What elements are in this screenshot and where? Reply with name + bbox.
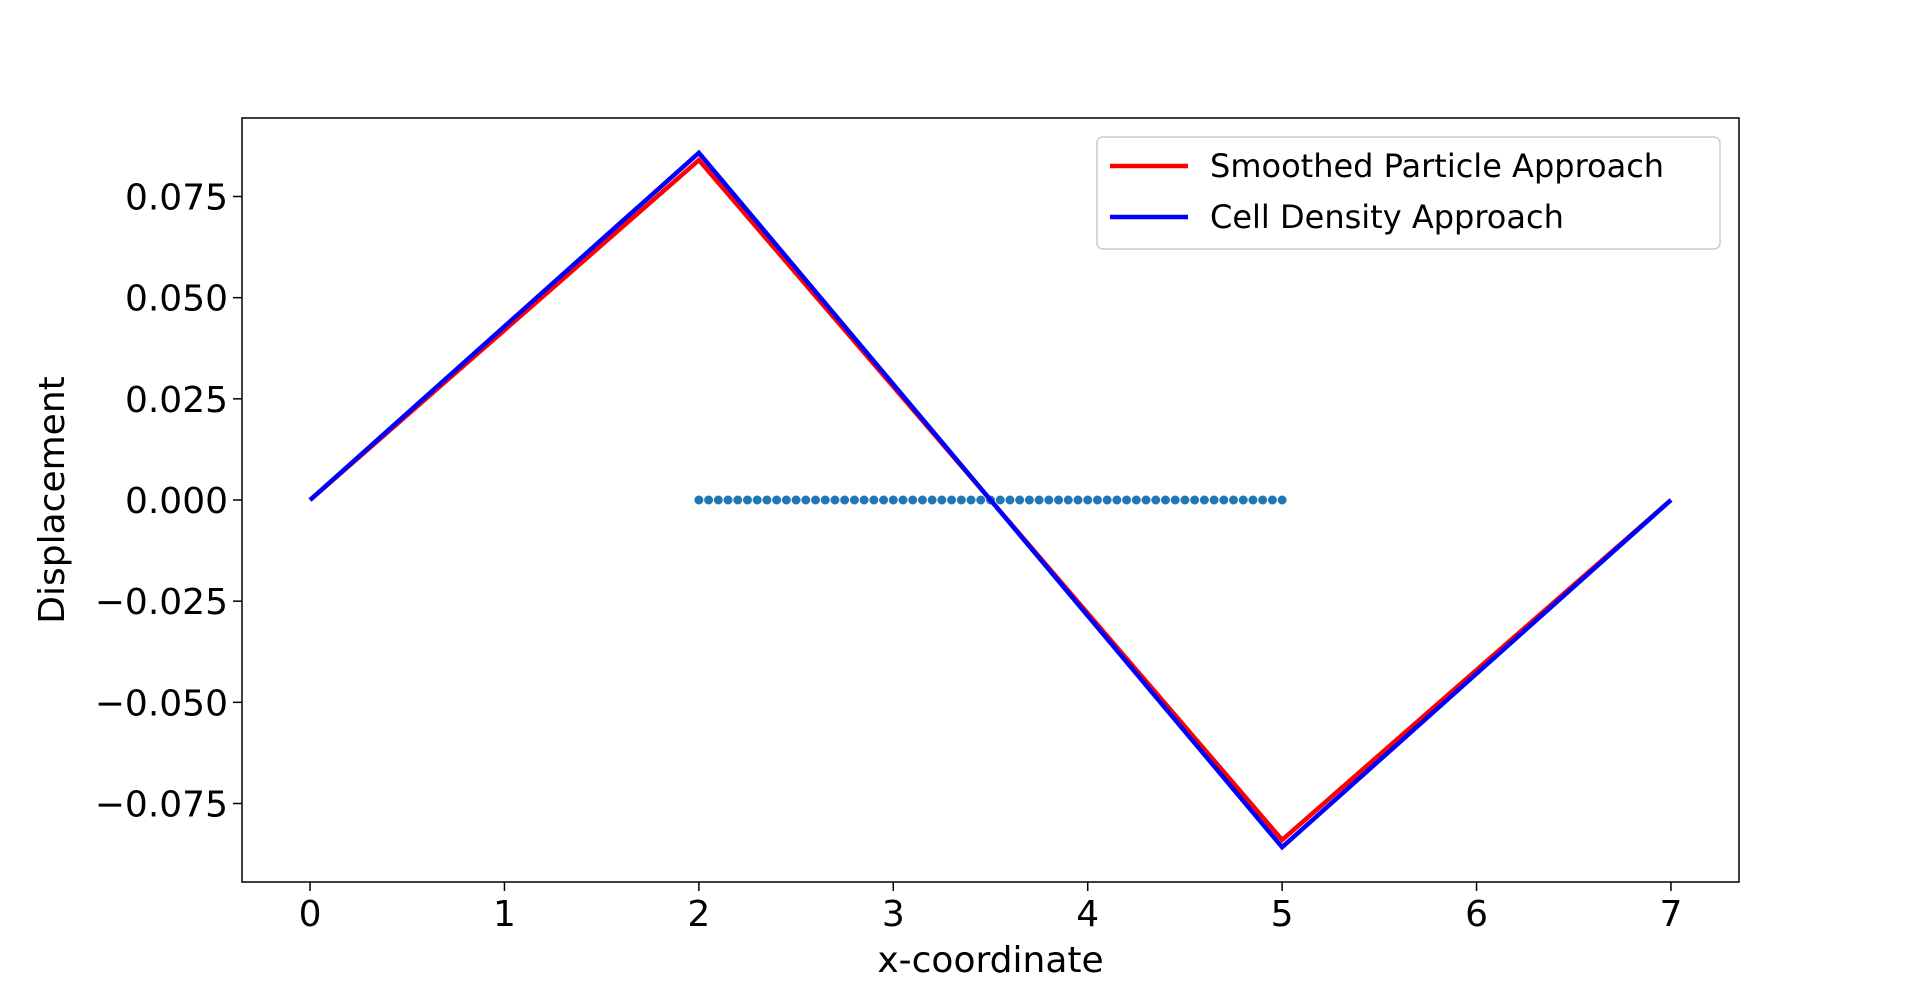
marker-point [1131,495,1141,505]
y-tick-label: −0.075 [95,784,228,825]
marker-point [976,495,986,505]
marker-point [723,495,733,505]
marker-point [694,495,704,505]
marker-point [849,495,859,505]
marker-point [820,495,830,505]
marker-point [956,495,966,505]
marker-point [781,495,791,505]
marker-point [1044,495,1054,505]
marker-point [1180,495,1190,505]
marker-point [1024,495,1034,505]
x-tick-label: 6 [1465,894,1488,935]
marker-point [1229,495,1239,505]
marker-point [1141,495,1151,505]
y-tick-label: 0.025 [125,380,228,421]
x-tick-label: 0 [299,894,322,935]
x-tick-label: 5 [1271,894,1294,935]
marker-point [1102,495,1112,505]
marker-point [1219,495,1229,505]
marker-point [1151,495,1161,505]
x-axis-title: x-coordinate [877,940,1103,981]
marker-point [752,495,762,505]
marker-point [947,495,957,505]
y-axis-title: Displacement [32,376,73,623]
marker-point [995,495,1005,505]
marker-point [1015,495,1025,505]
marker-point [791,495,801,505]
marker-point [1083,495,1093,505]
marker-point [801,495,811,505]
marker-point [966,495,976,505]
marker-point [1199,495,1209,505]
marker-point [1112,495,1122,505]
marker-point [762,495,772,505]
legend-label: Smoothed Particle Approach [1210,147,1664,185]
legend-box [1096,136,1721,250]
marker-point [859,495,869,505]
y-axis: 0.075 0.050 0.025 0.000 −0.025 −0.050 −0.075 [95,178,242,825]
marker-point [937,495,947,505]
marker-point [713,495,723,505]
series-line-1 [308,149,1673,851]
marker-point [1063,495,1073,505]
y-tick-label: −0.050 [95,683,228,724]
marker-point [1054,495,1064,505]
y-tick-label: −0.025 [95,582,228,623]
marker-point [1160,495,1170,505]
x-tick-label: 4 [1076,894,1099,935]
marker-point [1258,495,1268,505]
y-tick-label: 0.050 [125,279,228,320]
marker-point [830,495,840,505]
marker-point [1034,495,1044,505]
x-tick-label: 2 [687,894,710,935]
marker-point [1073,495,1083,505]
marker-point [733,495,743,505]
legend: Smoothed Particle Approach Cell Density A… [1096,136,1721,250]
marker-point [908,495,918,505]
marker-point [1267,495,1277,505]
line-series-group [308,149,1673,851]
y-tick-label: 0.075 [125,178,228,219]
marker-point [1238,495,1248,505]
marker-point [1190,495,1200,505]
marker-point [898,495,908,505]
marker-point [1277,495,1287,505]
y-tick-label: 0.000 [125,481,228,522]
marker-point [927,495,937,505]
x-tick-label: 3 [882,894,905,935]
x-axis: 0 1 2 3 4 5 6 7 [299,882,1683,935]
x-tick-label: 7 [1660,894,1683,935]
x-tick-label: 1 [493,894,516,935]
marker-point [1209,495,1219,505]
marker-point [840,495,850,505]
legend-label: Cell Density Approach [1210,198,1564,236]
marker-point [1092,495,1102,505]
marker-point [811,495,821,505]
marker-point [1248,495,1258,505]
marker-point [704,495,714,505]
marker-point [869,495,879,505]
marker-point [888,495,898,505]
marker-point [879,495,889,505]
marker-point [1122,495,1132,505]
marker-point [742,495,752,505]
marker-point [1005,495,1015,505]
marker-point [772,495,782,505]
marker-point [917,495,927,505]
marker-series [694,495,1287,505]
marker-point [1170,495,1180,505]
